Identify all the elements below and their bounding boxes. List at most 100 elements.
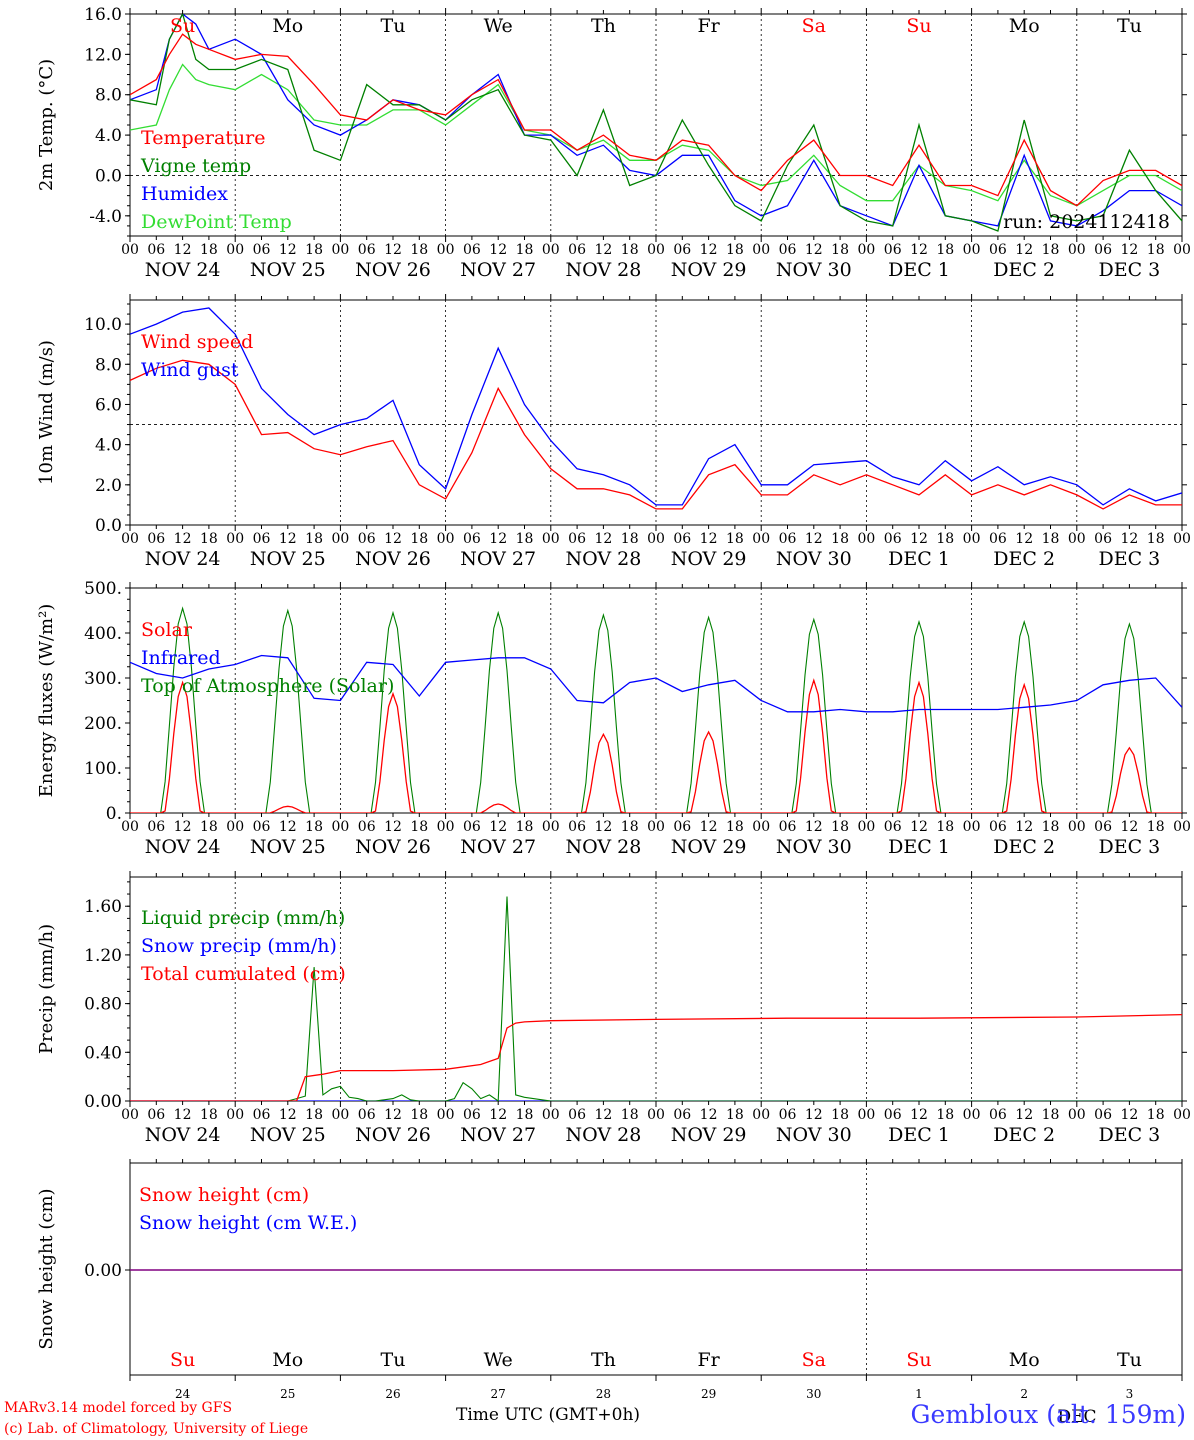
- x-hour-label: 18: [831, 1107, 849, 1123]
- x-date-label: NOV 28: [565, 259, 641, 281]
- x-hour-label: 18: [200, 819, 218, 835]
- y-tick-label: 500.: [84, 579, 122, 599]
- x-hour-label: 18: [621, 819, 639, 835]
- x-hour-label: 06: [358, 1107, 376, 1123]
- x-hour-label: 12: [700, 819, 718, 835]
- x-hour-label: 12: [910, 1107, 928, 1123]
- legend-entry: Temperature: [141, 127, 265, 149]
- x-hour-label: 06: [253, 242, 271, 258]
- x-hour-label: 06: [884, 1107, 902, 1123]
- x-hour-label: 00: [963, 1107, 981, 1123]
- x-hour-label: 00: [121, 531, 139, 547]
- x-hour-label: 12: [489, 1107, 507, 1123]
- x-hour-label: 12: [279, 1107, 297, 1123]
- y-tick-label: 12.0: [84, 45, 122, 65]
- x-hour-label: 00: [963, 242, 981, 258]
- day-number-label: 3: [1126, 1387, 1134, 1401]
- credit-line-1: MARv3.14 model forced by GFS: [4, 1400, 233, 1416]
- x-hour-label: 12: [489, 531, 507, 547]
- x-hour-label: 06: [884, 242, 902, 258]
- x-date-label: DEC 3: [1099, 836, 1161, 858]
- y-axis-title: 10m Wind (m/s): [36, 340, 57, 485]
- day-name-label: Tu: [381, 1349, 406, 1371]
- x-hour-label: 00: [226, 531, 244, 547]
- x-hour-label: 18: [305, 819, 323, 835]
- day-number-label: 30: [806, 1387, 821, 1401]
- x-hour-label: 00: [542, 242, 560, 258]
- day-name-label: Su: [170, 15, 195, 37]
- x-hour-label: 00: [857, 531, 875, 547]
- x-hour-label: 06: [779, 531, 797, 547]
- x-hour-label: 12: [489, 819, 507, 835]
- day-number-label: 24: [175, 1387, 191, 1401]
- x-date-label: DEC 3: [1099, 259, 1161, 281]
- x-hour-label: 06: [779, 1107, 797, 1123]
- legend-entry: Liquid precip (mm/h): [141, 907, 345, 929]
- x-hour-label: 18: [936, 242, 954, 258]
- x-hour-label: 00: [121, 242, 139, 258]
- x-hour-label: 18: [831, 531, 849, 547]
- x-date-label: DEC 2: [993, 548, 1055, 570]
- day-number-label: 28: [596, 1387, 611, 1401]
- x-hour-label: 18: [936, 531, 954, 547]
- x-hour-label: 18: [516, 1107, 534, 1123]
- legend-entry: Snow height (cm W.E.): [139, 1212, 357, 1234]
- x-hour-label: 06: [253, 819, 271, 835]
- day-name-label: Tu: [1117, 1349, 1142, 1371]
- y-axis-title: Snow height (cm): [36, 1188, 57, 1349]
- x-hour-label: 06: [463, 1107, 481, 1123]
- series-line-wind-speed: [130, 359, 1182, 510]
- x-hour-label: 06: [147, 242, 165, 258]
- x-hour-label: 18: [1042, 819, 1060, 835]
- series-line-total-cumulated: [130, 1013, 1182, 1101]
- x-hour-label: 00: [1173, 819, 1191, 835]
- legend-entry: Snow precip (mm/h): [141, 935, 337, 957]
- x-hour-label: 12: [910, 819, 928, 835]
- x-date-label: NOV 29: [671, 1124, 747, 1146]
- x-hour-label: 18: [726, 819, 744, 835]
- legend-entry: Top of Atmosphere (Solar): [141, 675, 394, 697]
- x-hour-label: 18: [936, 1107, 954, 1123]
- x-hour-label: 06: [989, 1107, 1007, 1123]
- x-hour-label: 00: [752, 819, 770, 835]
- legend-entry: Wind speed: [141, 331, 253, 353]
- x-date-label: NOV 24: [145, 1124, 221, 1146]
- x-hour-label: 06: [1094, 1107, 1112, 1123]
- y-tick-label: 0.00: [84, 1261, 122, 1281]
- y-tick-label: 1.60: [84, 897, 122, 917]
- x-hour-label: 06: [568, 1107, 586, 1123]
- x-hour-label: 00: [1068, 531, 1086, 547]
- x-hour-label: 06: [253, 531, 271, 547]
- x-hour-label: 06: [463, 531, 481, 547]
- x-hour-label: 00: [331, 1107, 349, 1123]
- x-date-label: NOV 24: [145, 836, 221, 858]
- legend-entry: Snow height (cm): [139, 1184, 309, 1206]
- x-hour-label: 00: [1173, 531, 1191, 547]
- y-tick-label: 8.0: [95, 355, 122, 375]
- x-hour-label: 12: [174, 531, 192, 547]
- series-line-solar: [130, 678, 1182, 813]
- x-date-label: NOV 25: [250, 548, 326, 570]
- x-hour-label: 18: [305, 531, 323, 547]
- x-date-label: NOV 30: [776, 836, 852, 858]
- x-hour-label: 06: [358, 242, 376, 258]
- x-hour-label: 12: [1120, 242, 1138, 258]
- x-hour-label: 18: [305, 1107, 323, 1123]
- x-date-label: NOV 25: [250, 1124, 326, 1146]
- y-tick-label: 0.00: [84, 1092, 122, 1112]
- x-hour-label: 18: [726, 242, 744, 258]
- y-tick-label: 0.0: [95, 166, 122, 186]
- x-hour-label: 12: [910, 242, 928, 258]
- x-hour-label: 12: [1120, 819, 1138, 835]
- y-tick-label: 16.0: [84, 5, 122, 25]
- x-hour-label: 12: [1015, 1107, 1033, 1123]
- day-number-label: 2: [1020, 1387, 1028, 1401]
- day-name-label: Su: [170, 1349, 195, 1371]
- x-hour-label: 18: [1042, 242, 1060, 258]
- x-hour-label: 00: [331, 242, 349, 258]
- day-name-label: We: [484, 15, 513, 37]
- x-hour-label: 12: [384, 531, 402, 547]
- x-hour-label: 00: [437, 1107, 455, 1123]
- x-hour-label: 00: [542, 1107, 560, 1123]
